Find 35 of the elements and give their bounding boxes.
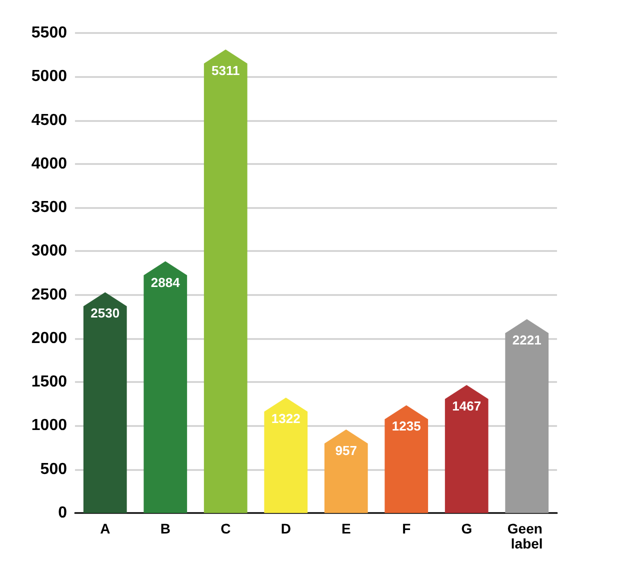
x-tick-label: E <box>341 520 351 536</box>
bar <box>144 261 188 513</box>
data-label: 1467 <box>452 398 482 414</box>
y-tick-label: 4500 <box>31 112 68 129</box>
x-tick-label: C <box>220 520 231 536</box>
y-tick-label: 5000 <box>31 68 68 86</box>
y-tick-label: 2500 <box>31 286 68 304</box>
x-tick-label: G <box>461 520 472 536</box>
bar <box>444 384 488 513</box>
bar <box>204 49 248 513</box>
x-tick-label: Geen label <box>507 520 546 552</box>
x-tick-label: B <box>160 520 170 536</box>
y-tick-label: 3500 <box>31 199 68 216</box>
y-tick-label: 4000 <box>31 155 68 172</box>
bar <box>384 405 428 513</box>
x-tick-label: D <box>280 520 291 536</box>
y-tick-label: 500 <box>40 460 68 478</box>
data-label: 2884 <box>150 274 181 290</box>
y-tick-label: 0 <box>58 504 68 522</box>
bar <box>83 292 127 513</box>
bar <box>264 398 308 513</box>
x-tick-label: A <box>100 520 110 536</box>
bar <box>505 319 549 513</box>
x-tick-label: F <box>402 520 412 536</box>
data-label: 2221 <box>512 332 542 348</box>
y-tick-label: 3000 <box>31 242 68 260</box>
data-label: 5311 <box>212 62 240 78</box>
y-tick-label: 5500 <box>31 24 68 42</box>
data-label: 1235 <box>392 418 421 434</box>
data-label: 2530 <box>90 306 120 321</box>
y-tick-label: 2000 <box>31 330 68 347</box>
y-tick-label: 1500 <box>31 374 68 391</box>
data-label: 957 <box>335 442 357 458</box>
y-tick-label: 1000 <box>31 417 68 434</box>
data-label: 1322 <box>271 411 300 426</box>
